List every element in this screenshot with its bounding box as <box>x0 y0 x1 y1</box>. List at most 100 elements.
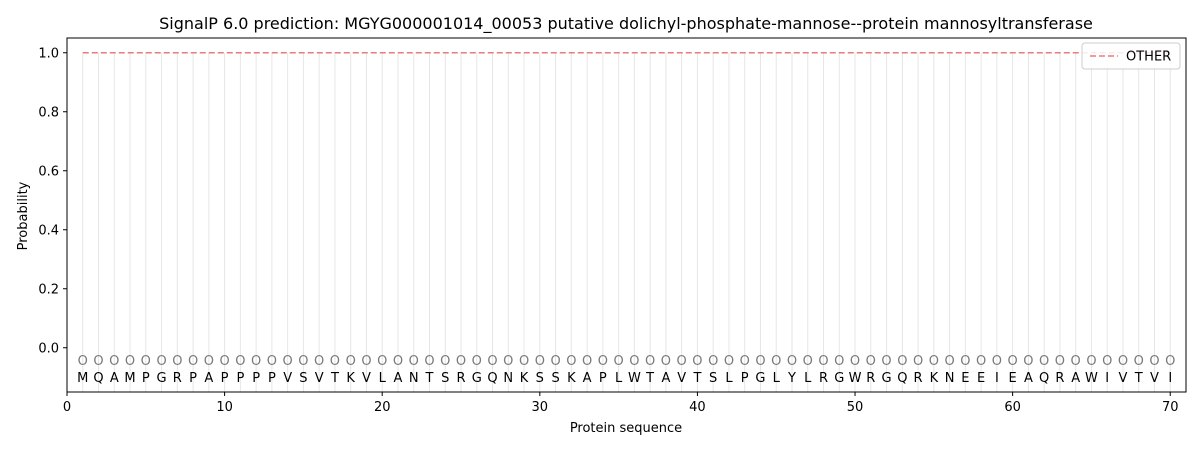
residue-label: M <box>77 371 88 386</box>
residue-label: R <box>456 371 465 386</box>
predicted-label: O <box>866 354 876 369</box>
predicted-label: O <box>677 354 687 369</box>
residue-label: S <box>709 371 717 386</box>
predicted-label: O <box>803 354 813 369</box>
residue-label: W <box>1085 371 1098 386</box>
predicted-label: O <box>850 354 860 369</box>
residue-label: L <box>725 371 733 386</box>
predicted-label: O <box>724 354 734 369</box>
residue-label: L <box>615 371 623 386</box>
chart-title: SignalP 6.0 prediction: MGYG000001014_00… <box>159 14 1093 34</box>
predicted-label: O <box>1086 354 1096 369</box>
residue-label: S <box>299 371 307 386</box>
predicted-label: O <box>235 354 245 369</box>
predicted-label: O <box>976 354 986 369</box>
residue-label: T <box>645 371 654 386</box>
residue-label: V <box>283 371 292 386</box>
residue-label: Q <box>897 371 907 386</box>
residue-label: V <box>1150 371 1159 386</box>
predicted-label: O <box>740 354 750 369</box>
residue-label: A <box>661 371 670 386</box>
predicted-label: O <box>487 354 497 369</box>
predicted-label: O <box>1134 354 1144 369</box>
residue-label: R <box>819 371 828 386</box>
residue-label: R <box>914 371 923 386</box>
predicted-label: O <box>393 354 403 369</box>
predicted-label: O <box>787 354 797 369</box>
residue-label: A <box>583 371 592 386</box>
residue-label: P <box>599 371 607 386</box>
predicted-label: O <box>377 354 387 369</box>
residue-label: T <box>692 371 701 386</box>
y-axis-label: Probability <box>16 181 31 250</box>
x-tick-label: 60 <box>1004 400 1021 415</box>
y-tick-label: 0.6 <box>38 164 59 179</box>
predicted-label: O <box>1071 354 1081 369</box>
residue-label: I <box>1168 371 1172 386</box>
predicted-label: O <box>818 354 828 369</box>
predicted-label: O <box>1165 354 1175 369</box>
predicted-label: O <box>409 354 419 369</box>
residue-label: M <box>124 371 135 386</box>
predicted-label: O <box>692 354 702 369</box>
predicted-label: O <box>361 354 371 369</box>
legend-label-other: OTHER <box>1126 50 1171 65</box>
residue-label: N <box>409 371 419 386</box>
predicted-label: O <box>881 354 891 369</box>
predicted-label: O <box>913 354 923 369</box>
x-tick-label: 50 <box>847 400 864 415</box>
predicted-label: O <box>346 354 356 369</box>
predicted-label: O <box>645 354 655 369</box>
residue-label: V <box>315 371 324 386</box>
predicted-label: O <box>566 354 576 369</box>
residue-label: E <box>977 371 985 386</box>
residue-label: P <box>142 371 150 386</box>
residue-label: A <box>204 371 213 386</box>
predicted-label: O <box>204 354 214 369</box>
predicted-label: O <box>1055 354 1065 369</box>
residue-label: K <box>520 371 529 386</box>
residue-label: L <box>804 371 812 386</box>
y-tick-label: 0.8 <box>38 105 59 120</box>
x-tick-label: 0 <box>63 400 71 415</box>
predicted-label: O <box>598 354 608 369</box>
residue-label: Y <box>787 371 796 386</box>
x-tick-label: 70 <box>1162 400 1179 415</box>
residue-label: I <box>995 371 999 386</box>
residue-label: G <box>157 371 167 386</box>
residue-label: R <box>1055 371 1064 386</box>
residue-label: A <box>1071 371 1080 386</box>
residue-label: I <box>1105 371 1109 386</box>
residue-label: Q <box>93 371 103 386</box>
predicted-label: O <box>141 354 151 369</box>
predicted-label: O <box>992 354 1002 369</box>
residue-label: N <box>945 371 955 386</box>
residue-label: G <box>755 371 765 386</box>
residue-label: W <box>849 371 862 386</box>
residue-label: S <box>441 371 449 386</box>
predicted-label: O <box>550 354 560 369</box>
predicted-label: O <box>93 354 103 369</box>
plot-area: OMOQOAOMOPOGOROPOAOPOPOPOPOVOSOVOTOKOVOL… <box>38 37 1187 415</box>
predicted-label: O <box>1102 354 1112 369</box>
residue-label: K <box>567 371 576 386</box>
predicted-label: O <box>283 354 293 369</box>
residue-label: V <box>677 371 686 386</box>
predicted-label: O <box>298 354 308 369</box>
residue-label: A <box>394 371 403 386</box>
x-tick-label: 30 <box>532 400 549 415</box>
predicted-label: O <box>156 354 166 369</box>
residue-label: T <box>425 371 434 386</box>
residue-label: R <box>173 371 182 386</box>
residue-label: P <box>189 371 197 386</box>
predicted-label: O <box>929 354 939 369</box>
predicted-label: O <box>1149 354 1159 369</box>
predicted-label: O <box>1023 354 1033 369</box>
residue-label: Q <box>1039 371 1049 386</box>
predicted-label: O <box>755 354 765 369</box>
residue-label: G <box>834 371 844 386</box>
residue-label: A <box>110 371 119 386</box>
residue-label: P <box>236 371 244 386</box>
predicted-label: O <box>535 354 545 369</box>
residue-label: P <box>741 371 749 386</box>
